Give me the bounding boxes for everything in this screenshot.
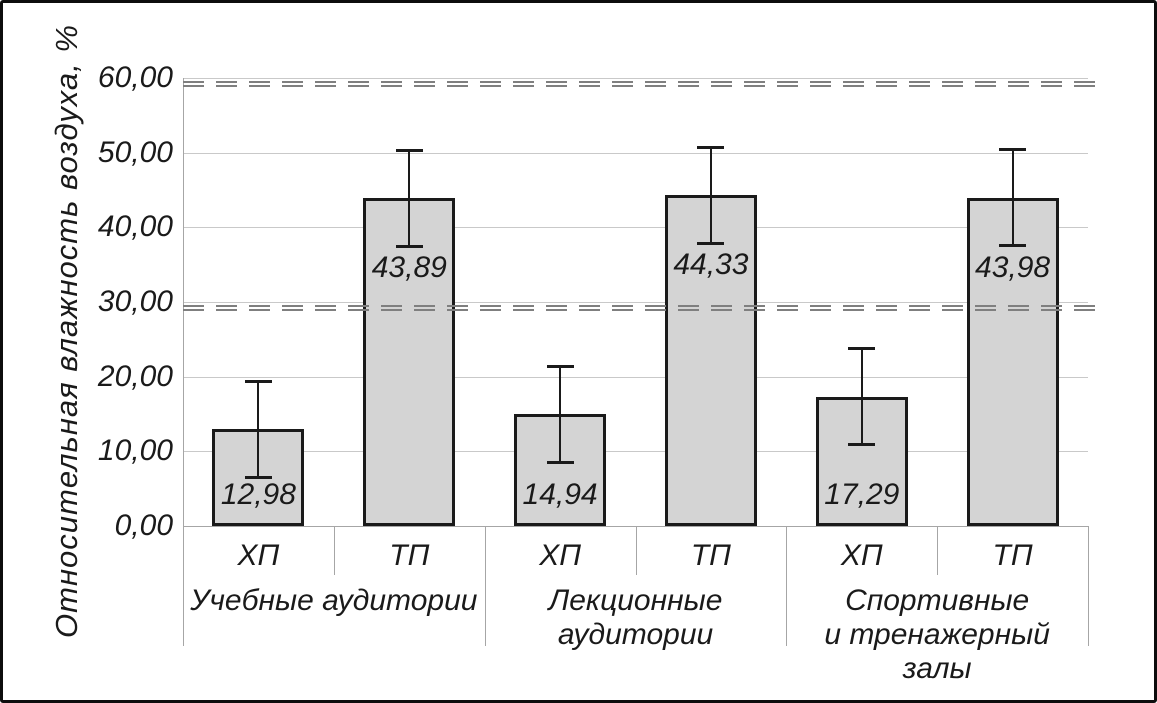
error-bar-cap-bottom [999,244,1027,248]
bar [363,198,456,526]
group-label-line: аудитории [557,618,714,651]
category-tick [635,526,637,575]
y-tick-label: 40,00 [97,210,173,244]
error-bar-cap-top [848,347,876,351]
category-label: ХП [539,539,581,572]
error-bar-cap-bottom [395,244,423,248]
error-bar-cap-bottom [546,461,574,464]
category-label: ТП [690,539,731,572]
error-bar-cap-top [546,364,574,368]
bar-value-label: 17,29 [824,478,900,511]
category-label: ТП [992,539,1033,572]
error-bar-cap-top [244,379,272,383]
group-label-line: Спортивные [845,584,1030,617]
group-label: Спортивные и тренажерный залы [786,584,1088,686]
y-axis-line [183,78,184,526]
reference-line-dash-row [183,305,1103,307]
reference-line-dash-row [183,85,1103,87]
bar-value-label: 43,98 [975,250,1051,284]
error-bar-stem [1011,149,1014,247]
group-separator [183,526,184,646]
reference-line-dash-row [183,309,1103,311]
error-bar-cap-bottom [244,475,272,479]
y-tick-label: 10,00 [97,434,173,468]
group-label-line: Учебные аудитории [190,584,478,617]
group-label: Лекционные аудитории [485,584,787,652]
error-bar-cap-bottom [848,443,876,447]
reference-line-dash-row [183,81,1103,83]
bar-value-label: 43,89 [371,251,447,285]
category-tick [333,526,335,575]
group-label-line: Лекционные [548,584,723,617]
gridline [183,78,1088,79]
group-label-line: залы [902,652,972,685]
error-bar-cap-top [999,148,1027,152]
error-bar-cap-top [697,145,725,149]
error-bar-cap-bottom [697,241,725,245]
error-bar-stem [408,149,411,247]
category-label: ТП [389,539,430,572]
error-bar-cap-top [395,148,423,152]
bar-value-label: 44,33 [673,248,749,281]
y-tick-label: 50,00 [97,135,173,169]
reference-line [183,81,1103,87]
y-tick-label: 30,00 [97,285,173,318]
gridline [183,227,1088,229]
y-tick-label: 0,00 [114,509,173,542]
gridline [183,302,1088,303]
category-label: ХП [840,539,883,572]
error-bar-stem [559,365,562,463]
group-label-line: и тренажерный [824,618,1050,651]
gridline [183,376,1088,378]
category-tick [937,526,939,575]
group-label: Учебные аудитории [183,584,485,618]
error-bar-stem [709,146,712,244]
error-bar-stem [257,380,260,478]
group-separator [1088,526,1089,646]
bar-value-label: 14,94 [522,478,598,511]
bar [664,195,757,526]
group-separator [484,526,486,646]
plot-area: 0,00 10,00 20,00 30,00 40,00 50,00 60,00 12,98 Х… [3,3,1154,700]
gridline [183,451,1088,453]
reference-line [183,305,1103,311]
bar [966,197,1059,526]
gridline [183,152,1088,154]
y-tick-label: 20,00 [97,359,173,393]
group-separator [786,526,788,646]
category-label: ХП [237,539,280,572]
error-bar-stem [860,348,863,446]
y-tick-label: 60,00 [97,61,173,94]
bar-value-label: 12,98 [220,478,296,511]
